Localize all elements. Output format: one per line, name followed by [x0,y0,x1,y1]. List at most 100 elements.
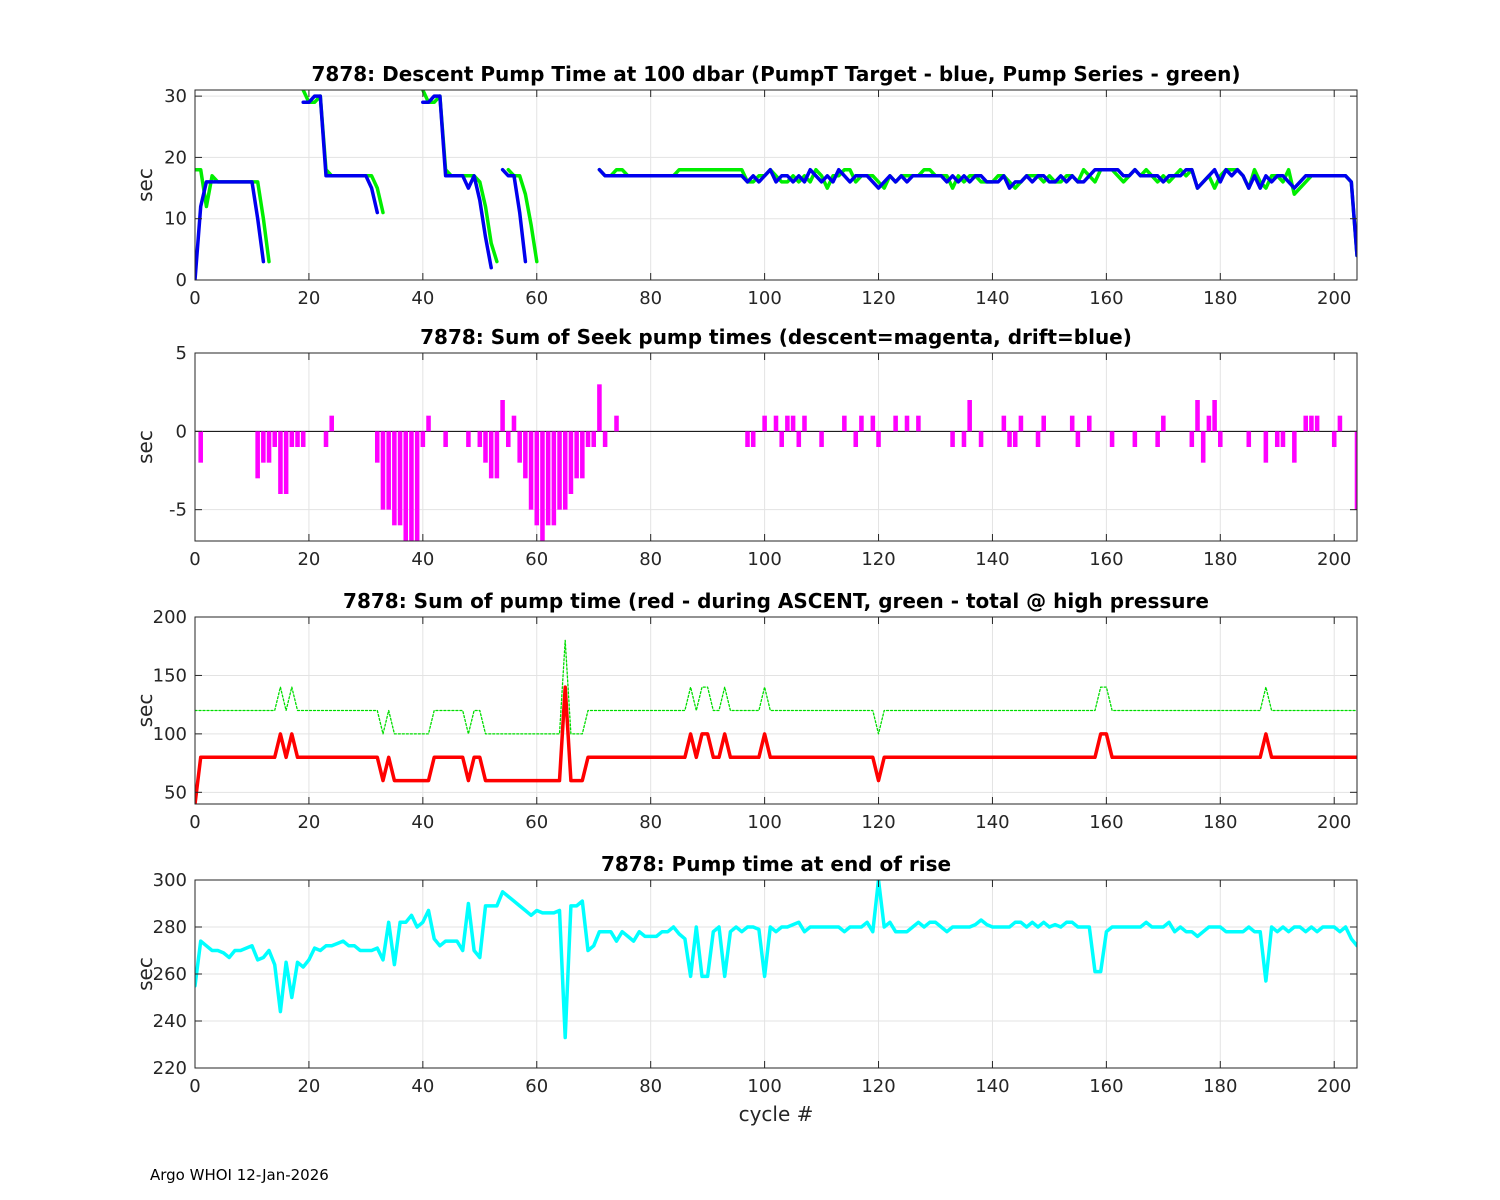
y-tick-label: 5 [176,343,187,364]
bar [517,431,522,463]
x-tick-label: 100 [747,1076,781,1097]
bar [790,415,796,432]
x-tick-label: 40 [411,549,434,570]
bar [950,431,955,447]
series-line-2 [597,167,1357,258]
bar [1212,400,1217,432]
y-tick-label: 220 [153,1058,187,1079]
axes-box [194,89,1358,281]
x-tick-label: 40 [411,812,434,833]
x-tick-label: 120 [861,288,895,309]
bar [796,431,802,447]
bar [323,431,329,447]
x-tick-label: 60 [525,288,548,309]
y-tick-label: 50 [164,782,187,803]
x-tick-label: 40 [411,1076,434,1097]
data-layer [195,639,1357,804]
x-tick-label: 160 [1089,288,1123,309]
x-tick-label: 0 [189,1076,200,1097]
bar [779,431,784,447]
bar [1292,431,1297,463]
chart-panel-3: 0 20 40 60 80 100 120 140 160 180 200 50 100 150 200 78… [133,589,1358,833]
bar [1314,415,1320,432]
bar [1109,431,1115,447]
bar [414,431,420,541]
bar [602,431,608,447]
bar [392,431,397,526]
x-tick-label: 140 [975,549,1009,570]
x-tick-label: 0 [189,549,200,570]
bar [551,431,557,526]
bar [853,431,859,447]
bar [591,431,597,447]
bar [1331,431,1337,447]
bar [283,431,289,494]
bar [483,431,488,463]
bar [255,431,260,479]
x-tick-label: 180 [1203,549,1237,570]
bar [1087,415,1092,432]
y-tick-label: 10 [164,209,187,230]
x-tick-label: 80 [639,812,662,833]
y-tick-label: 150 [153,665,187,686]
bar [409,431,414,541]
bar [859,415,864,432]
x-tick-label: 180 [1203,812,1237,833]
y-tick-label: 300 [153,870,187,891]
chart-title: 7878: Sum of pump time (red - during ASC… [343,589,1209,613]
y-tick-label: 280 [153,917,187,938]
y-axis-label: sec [133,430,157,464]
bar [580,431,585,479]
bar [540,431,545,541]
series-line-2 [195,180,266,280]
data-layer [195,384,1357,541]
series-line-1 [597,167,1357,258]
x-tick-label: 100 [747,288,781,309]
series-line-1 [195,685,1357,804]
x-tick-label: 80 [639,288,662,309]
bar [300,431,306,447]
bar [1161,415,1166,432]
bar [762,415,767,432]
bar [1303,415,1309,432]
bar [842,415,847,432]
x-tick-label: 160 [1089,812,1123,833]
bar [1132,431,1138,447]
chart-panel-2: 0 20 40 60 80 100 120 140 160 180 200 -5 0 5 7878: Sum… [133,325,1358,570]
x-tick-label: 0 [189,812,200,833]
y-tick-label: 20 [164,147,187,168]
x-tick-label: 200 [1317,288,1351,309]
bar [1018,415,1024,432]
x-tick-label: 200 [1317,812,1351,833]
series-line-2 [500,167,528,264]
bar [1280,431,1286,447]
data-layer [195,90,1357,280]
bar [466,431,471,447]
bar [893,415,898,432]
x-tick-label: 60 [525,549,548,570]
bar [1012,431,1018,447]
x-tick-label: 200 [1317,1076,1351,1097]
bar [528,431,534,510]
bar [494,431,500,479]
bar [819,431,824,447]
x-tick-label: 140 [975,1076,1009,1097]
y-tick-label: 260 [153,964,187,985]
axes-box [194,616,1358,805]
bar [329,415,334,432]
x-tick-label: 120 [861,1076,895,1097]
bar [1337,415,1343,432]
y-tick-label: 0 [176,421,187,442]
bar [1155,431,1160,447]
data-layer [195,880,1357,1040]
x-tick-label: 180 [1203,288,1237,309]
bar [477,431,483,447]
x-tick-label: 40 [411,288,434,309]
chart-title: 7878: Pump time at end of rise [601,852,951,876]
x-tick-label: 0 [189,288,200,309]
x-tick-label: 160 [1089,549,1123,570]
bar [1218,431,1223,447]
bar [1195,400,1200,432]
series-line-1 [195,880,1357,1040]
